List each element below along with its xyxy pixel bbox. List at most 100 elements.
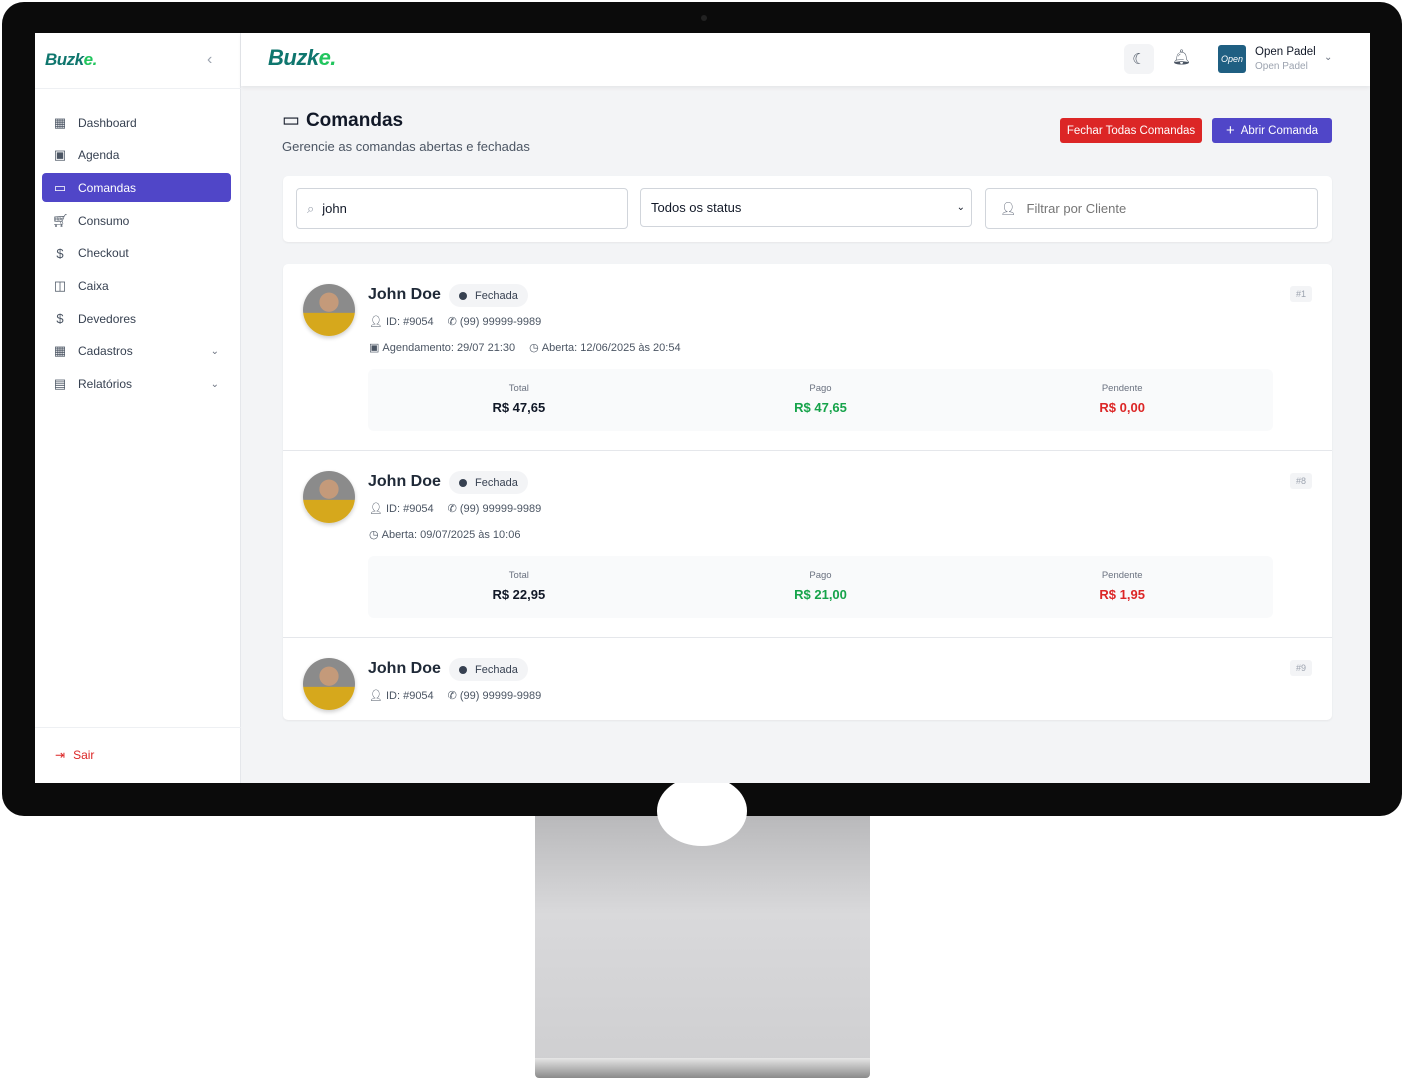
comanda-dates: ◷ Aberta: 09/07/2025 às 10:06	[369, 529, 521, 541]
logout-button[interactable]: ⇥ Sair	[55, 748, 94, 762]
logout-icon: ⇥	[55, 748, 66, 762]
chevron-down-icon[interactable]: ⌄	[1324, 52, 1333, 63]
status-badge: Fechada	[449, 471, 528, 494]
comandas-list: John Doe Fechada #1 👤︎ ID: #9054 ✆ (99) 999…	[283, 264, 1332, 720]
sidebar-item-agenda[interactable]: ▣ Agenda	[42, 141, 231, 170]
sidebar-item-label: Checkout	[78, 246, 129, 261]
monitor-stand	[535, 776, 870, 1062]
plus-icon: +	[1225, 122, 1235, 139]
search-field[interactable]: ⌕	[296, 188, 628, 229]
client-meta: 👤︎ ID: #9054 ✆ (99) 99999-9989	[369, 316, 542, 328]
notifications-bell-icon[interactable]: 🔔︎	[1172, 49, 1192, 66]
comanda-card[interactable]: John Doe Fechada #9 👤︎ ID: #9054 ✆ (99) 999…	[283, 638, 1332, 720]
search-icon: ⌕	[307, 200, 315, 216]
total-value: R$ 22,95	[492, 587, 546, 602]
report-icon: ▤	[53, 376, 67, 391]
divider	[35, 727, 241, 728]
search-input[interactable]	[322, 201, 627, 216]
avatar	[303, 658, 355, 710]
sidebar-item-comandas[interactable]: ▭ Comandas	[42, 173, 231, 203]
total-value: R$ 47,65	[492, 400, 546, 415]
header-logo[interactable]: Buzke.	[268, 45, 336, 70]
sidebar-item-dashboard[interactable]: ▦ Dashboard	[42, 108, 231, 137]
grid-icon: ▦	[53, 114, 67, 130]
sidebar-item-label: Comandas	[78, 180, 137, 195]
avatar	[303, 471, 355, 523]
sidebar-item-label: Agenda	[78, 148, 120, 163]
chevron-down-icon: ⌄	[956, 202, 965, 213]
user-icon: 👤︎	[369, 316, 383, 328]
client-meta: 👤︎ ID: #9054 ✆ (99) 99999-9989	[369, 690, 542, 702]
close-all-comandas-button[interactable]: Fechar Todas Comandas	[1060, 118, 1202, 143]
client-name: John Doe	[368, 286, 441, 303]
client-filter-field[interactable]: 👤︎	[985, 188, 1318, 229]
wallet-icon: ◫	[53, 277, 67, 293]
chevron-down-icon: ⌄	[210, 378, 219, 390]
comanda-card[interactable]: John Doe Fechada #8 👤︎ ID: #9054 ✆ (99) 999…	[283, 451, 1332, 638]
page-title: ▭ Comandas	[282, 109, 403, 132]
org-name[interactable]: Open Padel	[1255, 46, 1316, 58]
clock-icon: ◷	[369, 529, 379, 541]
dark-mode-toggle[interactable]: ☾	[1124, 44, 1154, 74]
page-subtitle: Gerencie as comandas abertas e fechadas	[282, 139, 530, 154]
sidebar-nav: ▦ Dashboard ▣ Agenda ▭ Comandas 🛒︎ Consumo $…	[42, 108, 231, 402]
status-badge: Fechada	[449, 658, 528, 681]
user-icon: 👤︎	[369, 690, 383, 702]
sidebar-item-label: Cadastros	[78, 344, 133, 359]
phone-icon: ✆	[447, 690, 457, 702]
card-icon: ▭	[282, 110, 300, 131]
comanda-dates: ▣ Agendamento: 29/07 21:30 ◷ Aberta: 12/06/…	[369, 342, 681, 354]
client-name: John Doe	[368, 660, 441, 677]
org-avatar[interactable]: Open	[1218, 45, 1246, 73]
sidebar-item-checkout[interactable]: $ Checkout	[42, 239, 231, 268]
totals-panel: Total R$ 22,95 Pago R$ 21,00 Pendente R$ 1,…	[368, 556, 1273, 618]
phone-icon: ✆	[447, 316, 457, 328]
client-meta: 👤︎ ID: #9054 ✆ (99) 99999-9989	[369, 503, 542, 515]
collapse-sidebar-icon[interactable]: ‹	[207, 51, 213, 68]
pending-value: R$ 1,95	[1099, 587, 1145, 602]
sidebar-item-label: Caixa	[78, 278, 109, 293]
sidebar-item-caixa[interactable]: ◫ Caixa	[42, 271, 231, 300]
monitor-base	[535, 1058, 870, 1078]
open-comanda-label: Abrir Comanda	[1240, 124, 1319, 137]
status-select-value: Todos os status	[651, 200, 742, 215]
org-subtitle: Open Padel	[1255, 61, 1308, 72]
avatar	[303, 284, 355, 336]
comanda-number: #8	[1289, 473, 1312, 489]
sidebar: Buzke. ‹ ▦ Dashboard ▣ Agenda ▭ Comandas 🛒︎…	[35, 33, 241, 783]
pending-value: R$ 0,00	[1099, 400, 1145, 415]
paid-value: R$ 47,65	[794, 400, 847, 415]
calendar-icon: ▣	[369, 342, 380, 354]
sidebar-item-devedores[interactable]: $ Devedores	[42, 304, 231, 333]
camera	[701, 15, 707, 21]
comanda-number: #1	[1289, 286, 1312, 302]
sidebar-logo[interactable]: Buzke.	[45, 50, 97, 69]
user-icon: 👤︎	[1000, 200, 1017, 216]
sidebar-item-label: Consumo	[78, 213, 130, 228]
top-header: Buzke. ☾ 🔔︎ Open Open Padel Open Padel ⌄	[241, 33, 1370, 86]
dollar-icon: $	[56, 311, 64, 327]
clock-icon: ◷	[529, 342, 539, 354]
totals-panel: Total R$ 47,65 Pago R$ 47,65 Pendente R$ 0,…	[368, 369, 1273, 431]
dollar-box-icon: $	[56, 245, 64, 261]
divider	[35, 88, 241, 89]
sidebar-item-cadastros[interactable]: ▦ Cadastros ⌄	[42, 337, 231, 366]
page-title-text: Comandas	[305, 109, 404, 131]
logout-label: Sair	[73, 748, 95, 762]
chevron-down-icon: ⌄	[210, 345, 219, 357]
cart-icon: 🛒︎	[52, 212, 69, 228]
sidebar-item-label: Devedores	[78, 311, 137, 326]
comanda-card[interactable]: John Doe Fechada #1 👤︎ ID: #9054 ✆ (99) 999…	[283, 264, 1332, 451]
status-select[interactable]: Todos os status ⌄	[640, 188, 972, 227]
sidebar-item-relatorios[interactable]: ▤ Relatórios ⌄	[42, 370, 231, 399]
phone-icon: ✆	[447, 503, 457, 515]
client-name: John Doe	[368, 473, 441, 490]
open-comanda-button[interactable]: + Abrir Comanda	[1212, 118, 1332, 143]
sidebar-item-label: Dashboard	[78, 115, 137, 130]
paid-value: R$ 21,00	[794, 587, 847, 602]
sidebar-item-label: Relatórios	[78, 377, 133, 391]
sidebar-item-consumo[interactable]: 🛒︎ Consumo	[42, 206, 231, 235]
client-filter-input[interactable]	[1026, 201, 1317, 216]
comanda-number: #9	[1289, 660, 1312, 676]
moon-icon: ☾	[1132, 51, 1146, 68]
